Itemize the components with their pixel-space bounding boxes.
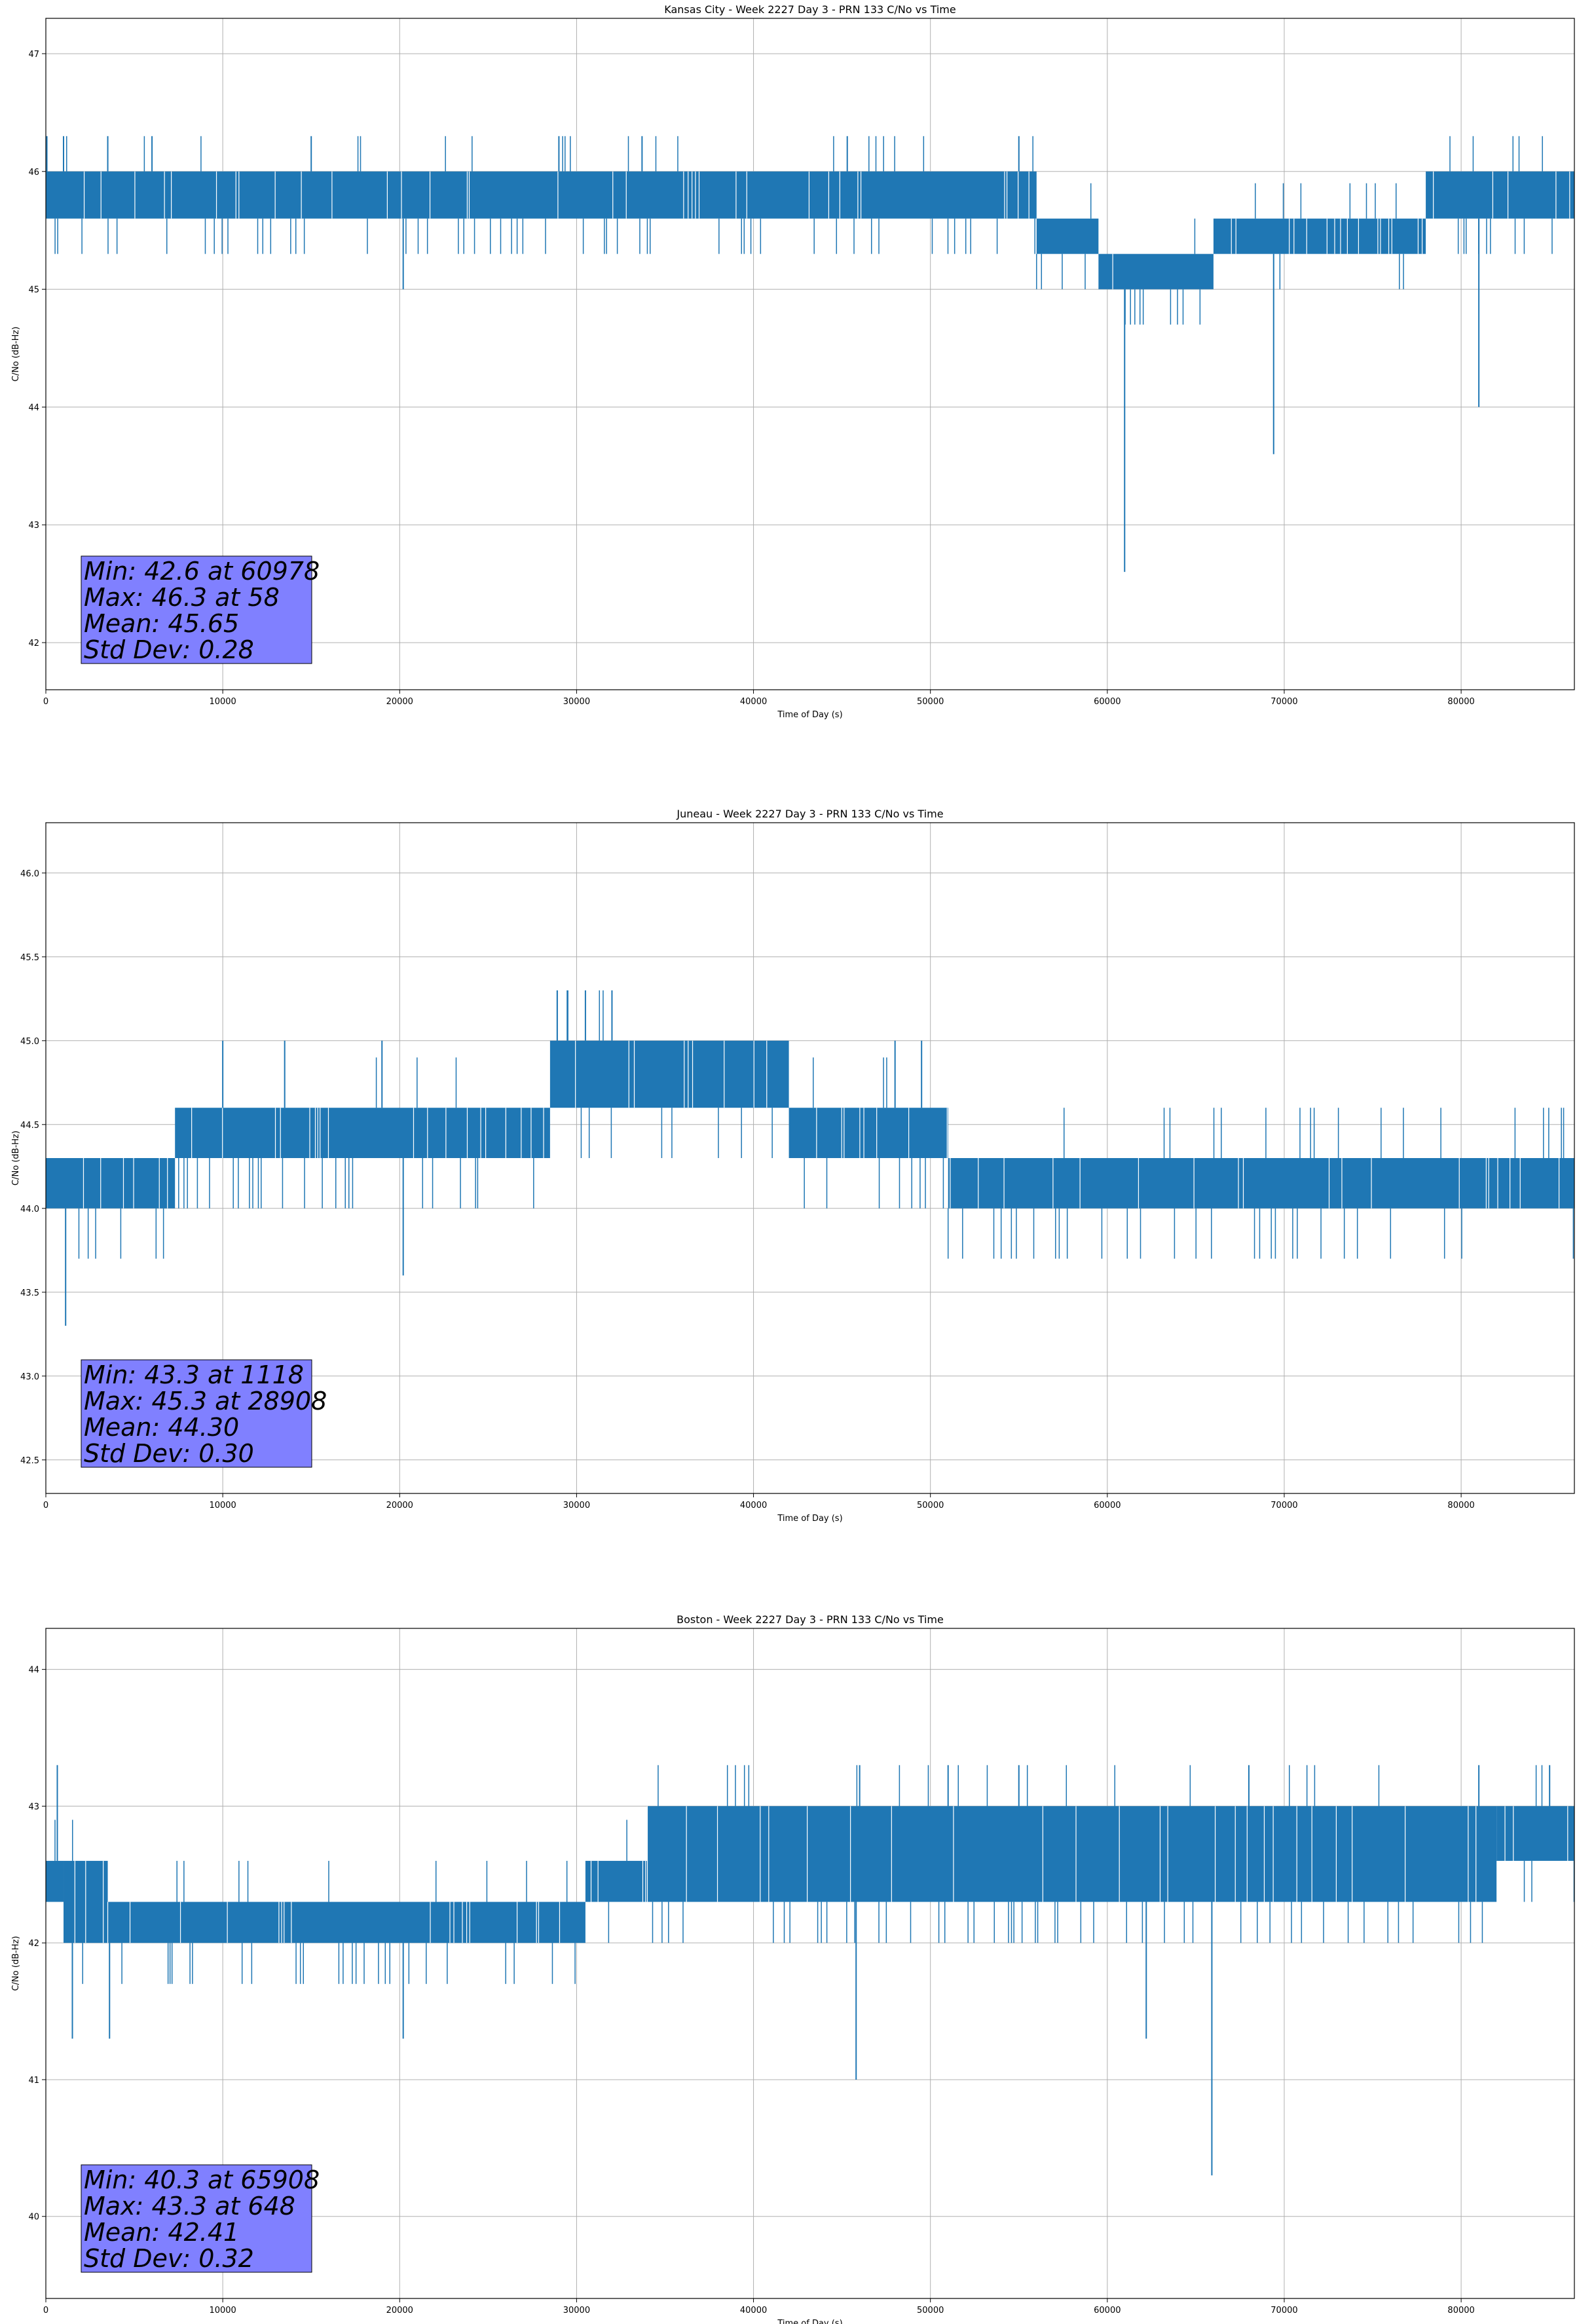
signal-band <box>647 1806 1497 1902</box>
x-tick-label: 60000 <box>1094 697 1121 707</box>
x-tick-label: 10000 <box>209 2306 236 2315</box>
stats-line: Min: 43.3 at 1118 <box>84 1360 304 1389</box>
stats-line: Mean: 44.30 <box>84 1413 239 1442</box>
x-tick-label: 80000 <box>1447 1501 1474 1510</box>
y-tick-label: 43 <box>28 521 39 531</box>
y-axis-label: C/No (dB-Hz) <box>11 1936 21 1991</box>
y-tick-label: 43.5 <box>20 1288 39 1298</box>
signal-band <box>585 1860 648 1902</box>
y-tick-label: 42 <box>28 1939 39 1949</box>
stats-line: Min: 40.3 at 65908 <box>84 2165 320 2194</box>
signal-band <box>1426 171 1574 219</box>
signal-band <box>46 1158 176 1209</box>
x-tick-label: 20000 <box>386 697 413 707</box>
x-tick-label: 40000 <box>740 2306 767 2315</box>
y-tick-label: 42.5 <box>20 1456 39 1466</box>
x-tick-label: 70000 <box>1271 697 1297 707</box>
chart-title: Juneau - Week 2227 Day 3 - PRN 133 C/No … <box>676 808 943 820</box>
stats-box <box>81 555 312 664</box>
y-tick-label: 44.5 <box>20 1121 39 1131</box>
x-tick-label: 0 <box>43 1501 48 1510</box>
y-axis-label: C/No (dB-Hz) <box>11 1131 21 1186</box>
axes-frame <box>45 822 1575 1494</box>
stats-line: Min: 42.6 at 60978 <box>84 557 320 586</box>
chart-title: Boston - Week 2227 Day 3 - PRN 133 C/No … <box>677 1613 944 1626</box>
series-line <box>46 990 1574 1326</box>
x-axis-label: Time of Day (s) <box>777 1514 842 1524</box>
x-tick-label: 40000 <box>740 1501 767 1510</box>
y-tick-label: 41 <box>28 2076 39 2086</box>
x-tick-label: 50000 <box>917 1501 944 1510</box>
stats-line: Std Dev: 0.28 <box>84 635 254 664</box>
signal-band <box>948 1158 1574 1209</box>
signal-band <box>549 1040 789 1108</box>
signal-band <box>1496 1806 1574 1861</box>
stats-line: Std Dev: 0.32 <box>84 2244 254 2273</box>
x-tick-label: 0 <box>43 2306 48 2315</box>
y-tick-label: 43.0 <box>20 1372 39 1382</box>
stats-box <box>81 1359 312 1468</box>
y-tick-label: 40 <box>28 2213 39 2222</box>
y-tick-label: 46 <box>28 168 39 178</box>
chart-panel-2: 0 10000 20000 30000 40000 50000 60000 70000 8000… <box>11 808 1575 1524</box>
signal-band <box>175 1108 506 1158</box>
y-tick-label: 43 <box>28 1802 39 1812</box>
chart-panel-3: 0 10000 20000 30000 40000 50000 60000 70000 8000… <box>11 1613 1575 2324</box>
series-line <box>46 136 1574 572</box>
y-tick-label: 46.0 <box>20 869 39 879</box>
y-axis-label: C/No (dB-Hz) <box>11 327 21 382</box>
axes-frame <box>45 1628 1575 2299</box>
signal-band <box>46 1860 64 1902</box>
stats-line: Mean: 42.41 <box>84 2218 239 2247</box>
stats-box <box>81 2164 312 2273</box>
y-tick-label: 44 <box>28 403 39 413</box>
x-tick-label: 80000 <box>1447 697 1474 707</box>
signal-band <box>506 1108 550 1158</box>
y-tick-label: 44 <box>28 1666 39 1676</box>
signal-band <box>46 171 1037 219</box>
signal-band <box>788 1108 948 1158</box>
x-tick-label: 50000 <box>917 697 944 707</box>
signal-band <box>1036 218 1099 254</box>
x-tick-label: 40000 <box>740 697 767 707</box>
signal-band <box>1213 218 1426 254</box>
x-tick-label: 0 <box>43 697 48 707</box>
x-tick-label: 10000 <box>209 697 236 707</box>
y-tick-label: 42 <box>28 639 39 648</box>
y-tick-label: 45.5 <box>20 953 39 963</box>
stats-line: Max: 45.3 at 28908 <box>84 1387 327 1415</box>
y-tick-label: 45.0 <box>20 1037 39 1047</box>
x-tick-label: 10000 <box>209 1501 236 1510</box>
x-tick-label: 50000 <box>917 2306 944 2315</box>
y-tick-label: 47 <box>28 50 39 60</box>
x-tick-label: 60000 <box>1094 1501 1121 1510</box>
x-tick-label: 60000 <box>1094 2306 1121 2315</box>
x-tick-label: 30000 <box>563 1501 590 1510</box>
x-tick-label: 80000 <box>1447 2306 1474 2315</box>
stats-line: Mean: 45.65 <box>84 609 239 638</box>
x-tick-label: 30000 <box>563 697 590 707</box>
x-axis-label: Time of Day (s) <box>777 2319 842 2324</box>
stats-line: Max: 43.3 at 648 <box>84 2192 295 2221</box>
x-axis-label: Time of Day (s) <box>777 710 842 720</box>
stats-line: Std Dev: 0.30 <box>84 1439 254 1468</box>
series-line <box>46 1765 1575 2176</box>
axes-frame <box>45 18 1575 690</box>
chart-title: Kansas City - Week 2227 Day 3 - PRN 133 … <box>664 3 955 16</box>
signal-band <box>1098 253 1214 290</box>
signal-band <box>107 1902 585 1943</box>
y-tick-label: 45 <box>28 286 39 295</box>
chart-panel-1: 0 10000 20000 30000 40000 50000 60000 70000 8000… <box>11 3 1575 720</box>
x-tick-label: 70000 <box>1271 2306 1297 2315</box>
x-tick-label: 20000 <box>386 1501 413 1510</box>
x-tick-label: 70000 <box>1271 1501 1297 1510</box>
y-tick-label: 44.0 <box>20 1205 39 1214</box>
x-tick-label: 30000 <box>563 2306 590 2315</box>
stats-line: Max: 46.3 at 58 <box>84 583 280 612</box>
x-tick-label: 20000 <box>386 2306 413 2315</box>
